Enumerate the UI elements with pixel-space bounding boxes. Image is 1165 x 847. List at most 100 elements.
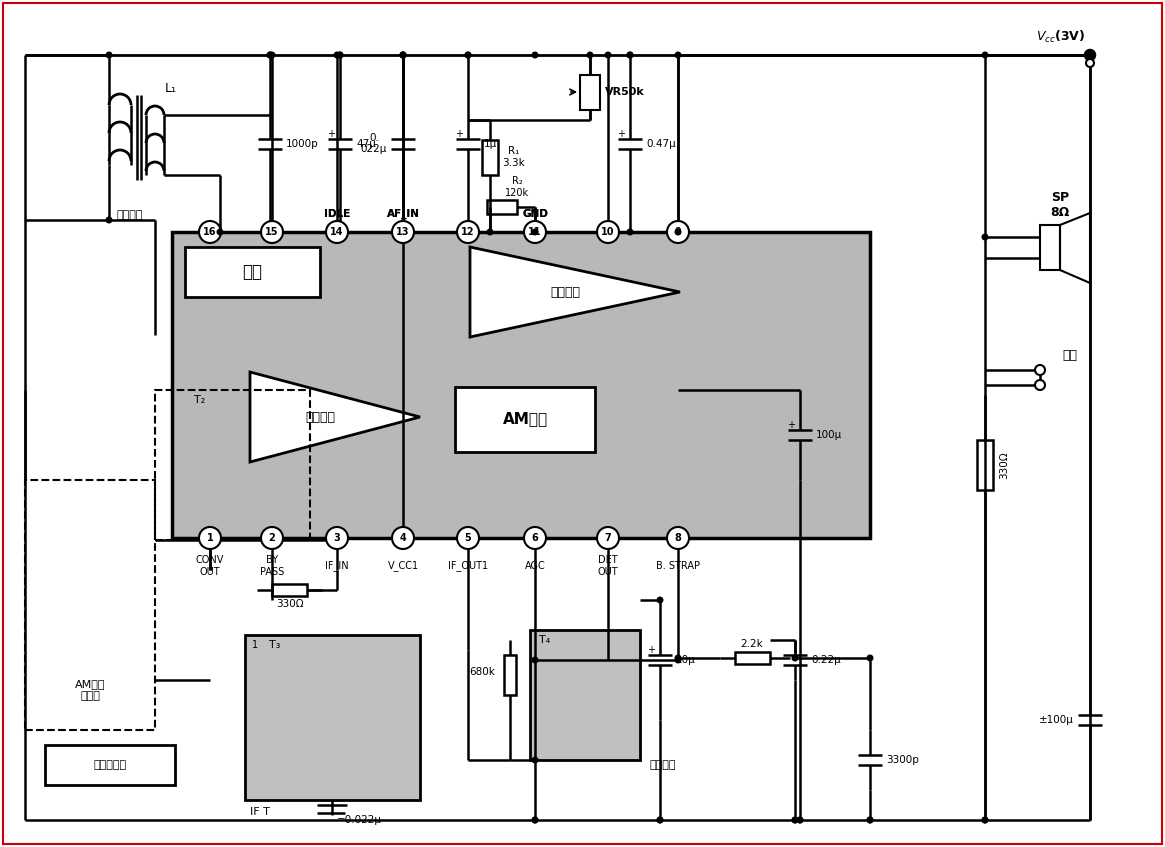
Text: GND: GND <box>522 209 548 219</box>
Text: 330Ω: 330Ω <box>1000 451 1009 479</box>
Text: AF_IN: AF_IN <box>387 209 419 219</box>
Text: +: + <box>456 129 463 139</box>
Circle shape <box>531 656 538 663</box>
Text: 47µ: 47µ <box>356 139 376 148</box>
Circle shape <box>675 52 682 58</box>
Bar <box>530 630 640 760</box>
Text: +: + <box>788 420 795 430</box>
Text: IF_OUT1: IF_OUT1 <box>447 561 488 572</box>
Text: 15: 15 <box>266 227 278 237</box>
Circle shape <box>531 756 538 763</box>
Circle shape <box>333 52 340 58</box>
Circle shape <box>337 52 344 58</box>
Text: B. STRAP: B. STRAP <box>656 561 700 571</box>
Circle shape <box>586 52 593 58</box>
Text: 0.22µ: 0.22µ <box>811 655 841 665</box>
Bar <box>487 200 517 214</box>
Text: AM双联
电容器: AM双联 电容器 <box>75 679 105 700</box>
Text: 检波线圈: 检波线圈 <box>650 760 677 770</box>
Circle shape <box>326 527 348 549</box>
Text: 680k: 680k <box>469 667 495 677</box>
Circle shape <box>1035 365 1045 375</box>
Bar <box>580 75 600 110</box>
Text: 功率放大: 功率放大 <box>550 285 580 298</box>
Bar <box>172 232 870 538</box>
Circle shape <box>675 656 682 663</box>
Circle shape <box>531 817 538 823</box>
Polygon shape <box>469 247 680 337</box>
Circle shape <box>391 527 414 549</box>
Circle shape <box>596 527 619 549</box>
Text: 7: 7 <box>605 533 612 543</box>
Bar <box>245 635 421 800</box>
Text: T₂: T₂ <box>195 395 206 405</box>
Text: BY
PASS: BY PASS <box>260 555 284 577</box>
Bar <box>1040 225 1060 270</box>
Bar <box>271 584 308 596</box>
Circle shape <box>267 52 274 58</box>
Text: R₁
3.3k: R₁ 3.3k <box>502 147 524 168</box>
Bar <box>456 387 595 452</box>
Text: 2: 2 <box>269 533 275 543</box>
Text: 100µ: 100µ <box>816 430 842 440</box>
Text: L₁: L₁ <box>165 81 177 95</box>
Circle shape <box>981 52 988 58</box>
Text: IF_IN: IF_IN <box>325 561 348 572</box>
Circle shape <box>797 817 804 823</box>
Circle shape <box>1035 380 1045 390</box>
Circle shape <box>675 229 682 235</box>
Circle shape <box>457 527 479 549</box>
Circle shape <box>524 221 546 243</box>
Circle shape <box>867 655 874 662</box>
Circle shape <box>797 817 804 823</box>
Circle shape <box>867 817 874 823</box>
Circle shape <box>1085 50 1095 60</box>
Circle shape <box>791 817 798 823</box>
Text: 10µ: 10µ <box>676 655 696 665</box>
Text: 0.47µ: 0.47µ <box>647 139 676 148</box>
Text: V_CC1: V_CC1 <box>388 561 418 572</box>
Circle shape <box>668 221 689 243</box>
Circle shape <box>981 817 988 823</box>
Text: 12: 12 <box>461 227 475 237</box>
Circle shape <box>106 52 113 58</box>
Text: 耳机: 耳机 <box>1062 348 1078 362</box>
Text: 9: 9 <box>675 227 682 237</box>
Circle shape <box>867 817 874 823</box>
Text: +: + <box>647 645 655 655</box>
Circle shape <box>267 52 274 58</box>
Bar <box>977 440 993 490</box>
Text: 6: 6 <box>531 533 538 543</box>
Circle shape <box>465 52 472 58</box>
Text: 1: 1 <box>206 533 213 543</box>
Text: 0.
022µ: 0. 022µ <box>361 133 387 154</box>
Circle shape <box>326 221 348 243</box>
Text: 1000p: 1000p <box>285 139 319 148</box>
Circle shape <box>657 817 664 823</box>
Text: +: + <box>617 129 624 139</box>
Circle shape <box>981 817 988 823</box>
Text: =0.022µ: =0.022µ <box>337 815 382 825</box>
Text: 13: 13 <box>396 227 410 237</box>
Text: AF_IN: AF_IN <box>387 209 419 219</box>
Text: VR50k: VR50k <box>605 87 644 97</box>
Text: 14: 14 <box>330 227 344 237</box>
Circle shape <box>531 229 538 235</box>
Text: 3: 3 <box>333 533 340 543</box>
Text: IDLE: IDLE <box>324 209 351 219</box>
Circle shape <box>657 596 664 604</box>
Text: CONV
OUT: CONV OUT <box>196 555 224 577</box>
Circle shape <box>391 221 414 243</box>
Circle shape <box>400 52 407 58</box>
Text: 330Ω: 330Ω <box>276 599 303 609</box>
Circle shape <box>675 655 682 662</box>
Text: 2.2k: 2.2k <box>741 639 763 649</box>
Circle shape <box>1086 59 1094 67</box>
Text: 4: 4 <box>400 533 407 543</box>
Circle shape <box>261 221 283 243</box>
Text: T₄: T₄ <box>539 635 551 645</box>
Bar <box>504 655 516 695</box>
Text: 中频变压器: 中频变压器 <box>93 760 127 770</box>
Text: 11: 11 <box>528 227 542 237</box>
Circle shape <box>337 52 344 58</box>
